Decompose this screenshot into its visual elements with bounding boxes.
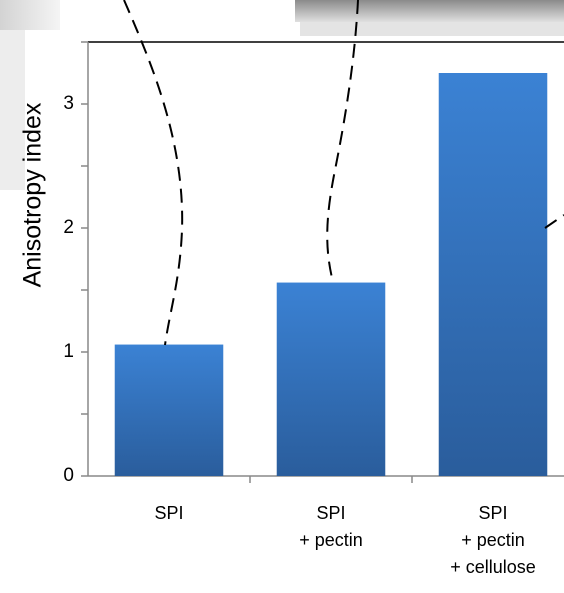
y-axis-title: Anisotropy index xyxy=(19,102,47,287)
y-tick-label: 2 xyxy=(63,217,74,238)
plot-area: 0 1 2 3 SPI SPI + pectin SPI + pectin + cellulose xyxy=(63,41,564,577)
background-image-fragments xyxy=(0,0,564,190)
x-tick-label: + cellulose xyxy=(450,557,536,577)
x-tick-label: SPI xyxy=(316,503,345,523)
dashed-connectors xyxy=(123,0,564,346)
y-tick-label: 1 xyxy=(63,341,74,362)
x-tick-label: + pectin xyxy=(461,530,525,550)
bar xyxy=(114,344,224,476)
bar xyxy=(438,73,548,476)
bar xyxy=(276,282,386,476)
x-tick-label: SPI xyxy=(478,503,507,523)
y-tick-label: 3 xyxy=(63,93,74,114)
y-tick-label: 0 xyxy=(63,465,74,486)
x-tick-label: + pectin xyxy=(299,530,363,550)
x-tick-label: SPI xyxy=(154,503,183,523)
